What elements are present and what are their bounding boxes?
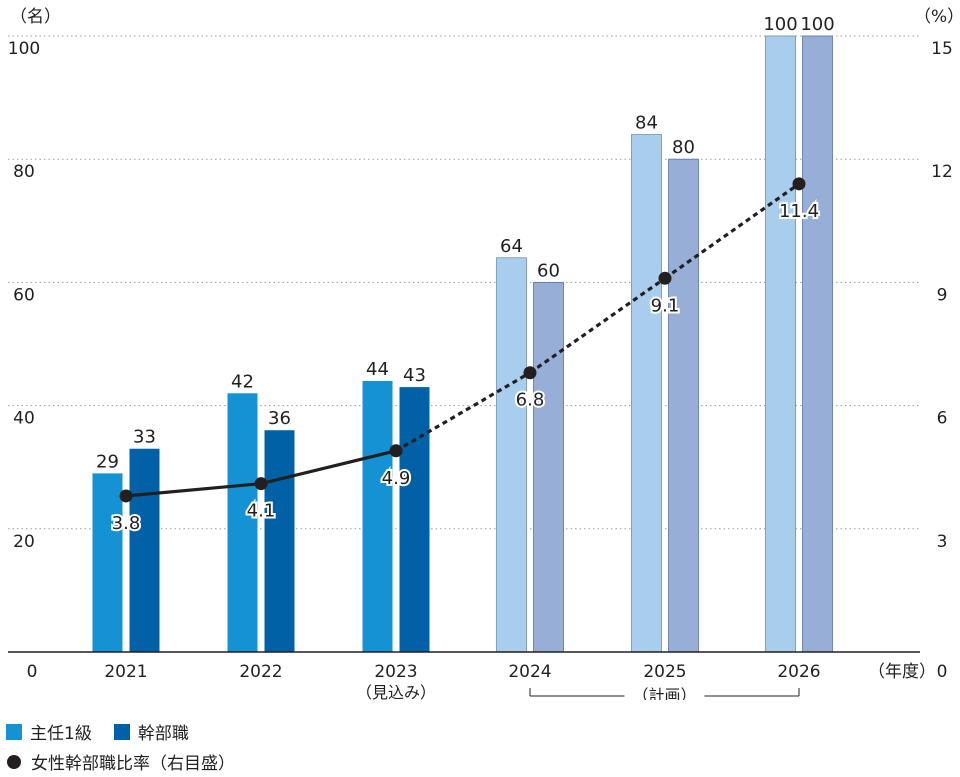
bar-kanbu <box>802 35 833 653</box>
legend-label-ratio: 女性幹部職比率（右目盛） <box>31 754 235 774</box>
ratio-line-segment <box>260 449 397 486</box>
y-right-tick-label: 6 <box>937 409 948 429</box>
y-left-tick-label: 100 <box>8 39 40 59</box>
bar-value-label: 33 <box>133 427 156 448</box>
ratio-point <box>389 444 403 458</box>
y-right-tick-label: 3 <box>937 532 948 552</box>
bar-shunin <box>765 35 796 653</box>
x-tick-label: 2025 <box>643 662 686 682</box>
y-left-tick-label: 60 <box>13 285 35 305</box>
ratio-point <box>119 489 133 503</box>
ratio-line-segment <box>529 276 666 375</box>
y-left-tick-label: 40 <box>13 409 35 429</box>
y-right-tick-label: 12 <box>931 162 953 182</box>
ratio-value-label: 11.4 <box>779 201 819 222</box>
ratio-line-segment <box>664 182 800 280</box>
legend-label-shunin: 主任1級 <box>30 724 92 744</box>
ratio-point <box>658 271 672 285</box>
x-tick-sublabel: （見込み） <box>356 683 436 700</box>
ratio-line <box>119 177 806 503</box>
bar-kanbu <box>533 281 564 653</box>
y-right-tick-label: 9 <box>937 285 948 305</box>
ratio-line-segment <box>395 371 531 453</box>
bars <box>92 35 833 653</box>
bar-value-label: 29 <box>96 451 119 472</box>
legend-swatch-shunin <box>6 723 22 740</box>
bar-kanbu <box>399 387 430 652</box>
x-tick-label: 2024 <box>508 662 551 682</box>
bar-value-label: 100 <box>800 14 834 35</box>
y-left-tick-label: 0 <box>27 662 38 682</box>
ratio-line-segment <box>125 482 262 498</box>
bar-shunin <box>92 473 123 652</box>
legend-label-kanbu: 幹部職 <box>137 724 189 744</box>
y-right-tick-label: 15 <box>931 39 953 59</box>
plan-label-bg <box>624 686 705 700</box>
bar-kanbu <box>129 448 160 652</box>
legend-marker-ratio <box>7 754 21 769</box>
y-left-unit-label: （名） <box>10 7 61 27</box>
bar-value-label: 36 <box>268 408 291 429</box>
bar-value-label: 44 <box>366 359 389 380</box>
grid-lines <box>8 35 920 530</box>
bar-shunin <box>227 393 258 652</box>
ratio-value-label: 4.9 <box>382 468 411 489</box>
ratio-point <box>523 366 537 380</box>
x-tick-label: 2022 <box>239 662 282 682</box>
bar-value-label: 43 <box>403 365 426 386</box>
legend-row-1: 主任1級 幹部職 <box>6 719 189 744</box>
ratio-point <box>792 177 806 191</box>
y-right-tick-label: 0 <box>937 662 948 682</box>
x-tick-label: 2021 <box>104 662 147 682</box>
bar-value-label: 60 <box>537 260 560 281</box>
bar-value-label: 80 <box>672 137 695 158</box>
bar-value-label: 100 <box>763 14 797 35</box>
y-left-tick-label: 80 <box>13 162 35 182</box>
y-left-tick-label: 20 <box>13 532 35 552</box>
x-tick-label: 2026 <box>777 662 820 682</box>
bar-value-label: 42 <box>231 371 254 392</box>
data-labels: 29 33 42 36 44 43 64 60 84 80 100 100 3.8 4.1 4.9 6.8 9.… <box>96 14 835 536</box>
x-tick-label: 2023 <box>374 662 417 682</box>
ratio-value-label: 9.1 <box>651 295 680 316</box>
bar-kanbu <box>668 158 699 653</box>
bar-shunin <box>631 134 662 653</box>
legend-row-2: 女性幹部職比率（右目盛） <box>6 749 235 774</box>
plan-label: （計画） <box>632 686 696 700</box>
ratio-value-label: 3.8 <box>112 513 141 534</box>
bar-value-label: 84 <box>635 113 658 134</box>
y-right-unit-label: （%） <box>914 7 960 27</box>
bar-kanbu <box>264 430 295 652</box>
legend-swatch-kanbu <box>113 723 130 740</box>
bar-value-label: 64 <box>500 236 523 257</box>
ratio-value-label: 6.8 <box>516 390 545 411</box>
x-unit-label: （年度） <box>868 662 936 682</box>
bar-shunin <box>362 380 393 652</box>
ratio-value-label: 4.1 <box>247 501 276 522</box>
ratio-point <box>254 477 268 491</box>
bar-shunin <box>496 257 527 653</box>
